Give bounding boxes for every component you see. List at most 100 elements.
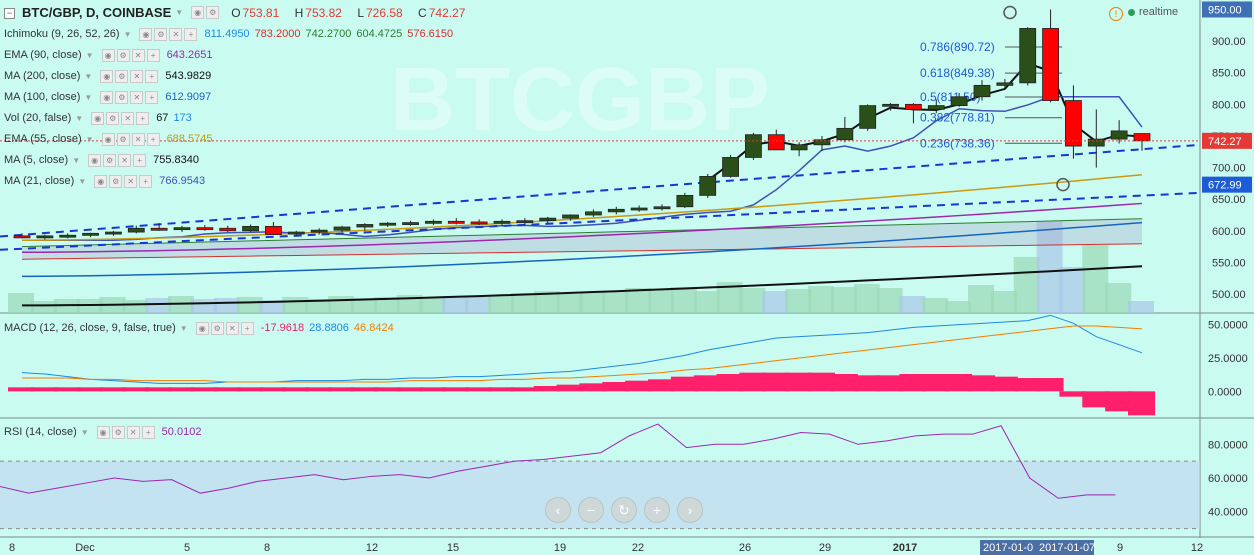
settings-icon[interactable]: ⚙ xyxy=(103,153,117,167)
visibility-icon[interactable]: ◉ xyxy=(100,90,114,104)
legend-tools[interactable]: ◉ ⚙ ✕ + xyxy=(100,69,160,83)
legend-tools[interactable]: ◉ ⚙ ✕ + xyxy=(101,132,162,146)
settings-icon[interactable]: ⚙ xyxy=(109,174,123,188)
legend-ind-6[interactable]: MA (5, close) ▼ ◉ ⚙ ✕ +755.8340 xyxy=(4,150,199,170)
chevron-down-icon[interactable]: ▼ xyxy=(75,113,84,123)
legend-ind-1[interactable]: EMA (90, close) ▼ ◉ ⚙ ✕ +643.2651 xyxy=(4,45,212,65)
visibility-icon[interactable]: ◉ xyxy=(96,425,110,439)
more-icon[interactable]: + xyxy=(145,90,159,104)
time-axis-bg xyxy=(0,538,1254,555)
chevron-down-icon[interactable]: ▼ xyxy=(84,71,93,81)
settings-icon[interactable]: ⚙ xyxy=(116,48,130,62)
warning-icon[interactable]: ! xyxy=(1109,7,1123,21)
settings-icon[interactable]: ⚙ xyxy=(111,425,125,439)
visibility-icon[interactable]: ◉ xyxy=(94,174,108,188)
visibility-icon[interactable]: ◉ xyxy=(101,132,115,146)
macd-bar xyxy=(922,374,950,392)
delete-icon[interactable]: ✕ xyxy=(121,111,135,125)
chevron-down-icon[interactable]: ▼ xyxy=(72,155,81,165)
symbol-title[interactable]: BTC/GBP, D, COINBASE xyxy=(22,5,172,20)
legend-ind-7[interactable]: MA (21, close) ▼ ◉ ⚙ ✕ +766.9543 xyxy=(4,171,205,191)
settings-icon[interactable]: ⚙ xyxy=(210,321,224,335)
legend-tools[interactable]: ◉ ⚙ ✕ + xyxy=(195,321,256,335)
candle-body xyxy=(402,222,419,225)
more-icon[interactable]: + xyxy=(146,132,160,146)
plus-icon[interactable]: + xyxy=(644,497,670,523)
legend-tools[interactable]: ◉ ⚙ ✕ + xyxy=(139,27,199,41)
visibility-icon[interactable]: ◉ xyxy=(195,321,209,335)
time-tick-label: 5 xyxy=(184,542,190,554)
more-icon[interactable]: + xyxy=(145,69,159,83)
visibility-icon[interactable]: ◉ xyxy=(88,153,102,167)
more-icon[interactable]: + xyxy=(139,174,153,188)
chevron-down-icon[interactable]: ▼ xyxy=(123,29,132,39)
candle-body xyxy=(265,225,282,235)
candle-body xyxy=(539,217,557,222)
visibility-icon[interactable]: ◉ xyxy=(100,69,114,83)
legend-tools[interactable]: ◉ ⚙ ✕ + xyxy=(101,48,162,62)
chevron-down-icon[interactable]: ▼ xyxy=(85,134,94,144)
candle-body xyxy=(1110,130,1128,140)
collapse-toggle[interactable]: − xyxy=(4,8,15,19)
more-icon[interactable]: + xyxy=(184,27,198,41)
legend-tools[interactable]: ◉ ⚙ ✕ + xyxy=(96,425,157,439)
legend-macd[interactable]: MACD (12, 26, close, 9, false, true) ▼ ◉ ⚙ ✕… xyxy=(4,318,394,338)
chevron-down-icon[interactable]: ▼ xyxy=(175,8,184,17)
delete-icon[interactable]: ✕ xyxy=(118,153,132,167)
legend-ind-2[interactable]: MA (200, close) ▼ ◉ ⚙ ✕ +543.9829 xyxy=(4,66,211,86)
candle-body xyxy=(127,227,145,233)
chevron-down-icon[interactable]: ▼ xyxy=(179,323,188,333)
legend-rsi[interactable]: RSI (14, close) ▼ ◉ ⚙ ✕ +50.0102 xyxy=(4,422,201,442)
symbol-tools[interactable]: ◉ ⚙ xyxy=(191,6,221,19)
legend-tools[interactable]: ◉ ⚙ ✕ + xyxy=(88,153,148,167)
legend-tools[interactable]: ◉ ⚙ ✕ + xyxy=(100,90,160,104)
delete-icon[interactable]: ✕ xyxy=(130,69,144,83)
chevron-down-icon[interactable]: ▼ xyxy=(84,92,93,102)
chevron-down-icon[interactable]: ▼ xyxy=(80,427,89,437)
reset-icon[interactable]: ↻ xyxy=(611,497,637,523)
volume-bar xyxy=(396,295,423,313)
settings-icon[interactable]: ⚙ xyxy=(206,6,220,19)
settings-icon[interactable]: ⚙ xyxy=(115,69,129,83)
delete-icon[interactable]: ✕ xyxy=(169,27,183,41)
macd-bar xyxy=(419,387,447,392)
more-icon[interactable]: + xyxy=(133,153,147,167)
candle-body xyxy=(36,235,54,239)
chevron-down-icon[interactable]: ▼ xyxy=(85,50,94,60)
settings-icon[interactable]: ⚙ xyxy=(154,27,168,41)
delete-icon[interactable]: ✕ xyxy=(124,174,138,188)
candle-body xyxy=(13,235,31,239)
legend-ind-5[interactable]: EMA (55, close) ▼ ◉ ⚙ ✕ +688.5745 xyxy=(4,129,212,149)
delete-icon[interactable]: ✕ xyxy=(130,90,144,104)
legend-ind-0[interactable]: Ichimoku (9, 26, 52, 26) ▼ ◉ ⚙ ✕ +811.4950 783… xyxy=(4,24,453,44)
delete-icon[interactable]: ✕ xyxy=(225,321,239,335)
visibility-icon[interactable]: ◉ xyxy=(191,6,205,19)
price-badge-top-bg xyxy=(1202,1,1252,18)
more-icon[interactable]: + xyxy=(240,321,254,335)
visibility-icon[interactable]: ◉ xyxy=(139,27,153,41)
more-icon[interactable]: + xyxy=(141,425,155,439)
more-icon[interactable]: + xyxy=(146,48,160,62)
minus-icon[interactable]: − xyxy=(578,497,604,523)
legend-ind-4[interactable]: Vol (20, false) ▼ ◉ ⚙ ✕ +67 173 xyxy=(4,108,192,128)
settings-icon[interactable]: ⚙ xyxy=(106,111,120,125)
candle-body xyxy=(585,211,602,216)
visibility-icon[interactable]: ◉ xyxy=(101,48,115,62)
settings-icon[interactable]: ⚙ xyxy=(116,132,130,146)
legend-tools[interactable]: ◉ ⚙ ✕ + xyxy=(91,111,151,125)
chevron-down-icon[interactable]: ▼ xyxy=(78,176,87,186)
visibility-icon[interactable]: ◉ xyxy=(91,111,105,125)
macd-bar xyxy=(1013,378,1041,392)
more-icon[interactable]: + xyxy=(136,111,150,125)
settings-icon[interactable]: ⚙ xyxy=(115,90,129,104)
delete-icon[interactable]: ✕ xyxy=(131,48,145,62)
volume-bar xyxy=(328,296,354,313)
delete-icon[interactable]: ✕ xyxy=(131,132,145,146)
legend-ind-3[interactable]: MA (100, close) ▼ ◉ ⚙ ✕ +612.9097 xyxy=(4,87,211,107)
chevron-left-icon[interactable]: ‹ xyxy=(545,497,571,523)
delete-icon[interactable]: ✕ xyxy=(126,425,140,439)
macd-bar xyxy=(488,387,515,392)
legend-tools[interactable]: ◉ ⚙ ✕ + xyxy=(94,174,154,188)
chevron-right-icon[interactable]: › xyxy=(677,497,703,523)
